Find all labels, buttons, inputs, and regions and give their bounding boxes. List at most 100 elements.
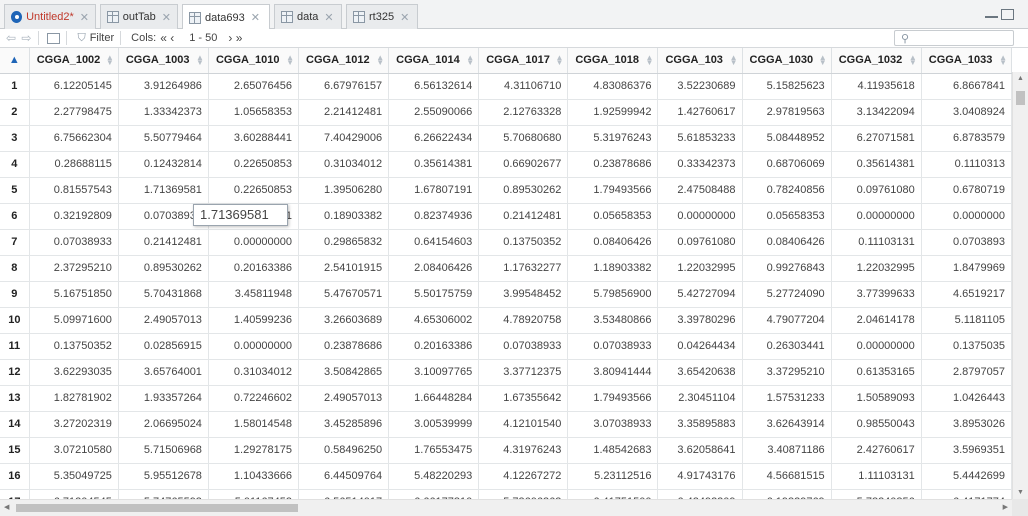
table-cell[interactable]: 0.98550043 (831, 411, 922, 438)
close-icon[interactable]: ✕ (161, 11, 171, 24)
table-cell[interactable]: 0.0000000 (921, 203, 1012, 230)
table-cell[interactable]: 0.07038933 (567, 333, 659, 360)
table-cell[interactable]: 0.04264434 (657, 333, 743, 360)
column-range[interactable]: 1 - 50 (182, 31, 225, 45)
table-cell[interactable]: 0.35614381 (831, 151, 922, 178)
table-cell[interactable]: 0.05658353 (567, 203, 659, 230)
table-cell[interactable]: 1.05658353 (208, 99, 300, 126)
tab-untitled2[interactable]: Untitled2* ✕ (4, 4, 96, 29)
table-cell[interactable]: 0.31034012 (208, 359, 300, 386)
table-cell[interactable]: 0.22650853 (208, 177, 300, 204)
table-cell[interactable]: 3.62058641 (657, 437, 743, 464)
table-cell[interactable]: 0.09761080 (831, 177, 922, 204)
table-cell[interactable]: 0.22650853 (208, 151, 300, 178)
table-cell[interactable]: 4.12267272 (478, 463, 569, 490)
table-cell[interactable]: 5.23112516 (567, 463, 659, 490)
column-header[interactable]: CGGA_1032 ▲ ▼ (831, 48, 922, 74)
table-cell[interactable]: 1.0426443 (921, 385, 1012, 412)
table-cell[interactable]: 3.91264986 (118, 73, 209, 100)
filter-icon[interactable]: ⛉ (77, 31, 86, 44)
table-cell[interactable]: 0.02856915 (118, 333, 209, 360)
table-cell[interactable]: 3.45285896 (298, 411, 390, 438)
table-cell[interactable]: 3.0408924 (921, 99, 1012, 126)
table-cell[interactable]: 3.07210580 (29, 437, 119, 464)
table-cell[interactable]: 0.81557543 (29, 177, 119, 204)
table-cell[interactable]: 5.70680680 (478, 125, 569, 152)
column-header[interactable]: CGGA_1014 ▲ ▼ (388, 48, 480, 74)
table-cell[interactable]: 2.54101915 (298, 255, 390, 282)
table-cell[interactable]: 1.40599236 (208, 307, 300, 334)
table-cell[interactable]: 0.89530262 (118, 255, 209, 282)
table-cell[interactable]: 3.50842865 (298, 359, 390, 386)
sort-icon[interactable]: ▲ ▼ (376, 53, 385, 67)
sort-icon[interactable]: ▲ ▼ (645, 53, 654, 67)
table-cell[interactable]: 0.64154603 (388, 229, 480, 256)
table-cell[interactable]: 4.83086376 (567, 73, 659, 100)
table-cell[interactable]: 0.78240856 (742, 177, 832, 204)
scroll-up-icon[interactable]: ▲ (1017, 75, 1024, 82)
table-cell[interactable]: 0.21412481 (478, 203, 569, 230)
table-cell[interactable]: 2.27798475 (29, 99, 119, 126)
table-cell[interactable]: 5.4442699 (921, 463, 1012, 490)
table-cell[interactable]: 0.29865832 (298, 229, 390, 256)
table-cell[interactable]: 5.79856900 (567, 281, 659, 308)
table-cell[interactable]: 1.67807191 (388, 177, 480, 204)
table-cell[interactable]: 0.07038933 (478, 333, 569, 360)
table-cell[interactable]: 5.74765593 (118, 489, 209, 499)
table-cell[interactable]: 4.79077204 (742, 307, 832, 334)
scroll-down-icon[interactable]: ▼ (1017, 489, 1024, 496)
table-cell[interactable]: 0.33342373 (657, 151, 743, 178)
column-header[interactable]: CGGA_1018 ▲ ▼ (567, 48, 659, 74)
table-cell[interactable]: 1.66448284 (388, 385, 480, 412)
table-cell[interactable]: 0.68706069 (742, 151, 832, 178)
table-cell[interactable]: 6.44509764 (298, 463, 390, 490)
sort-icon[interactable]: ▲ ▼ (729, 53, 738, 67)
sort-icon[interactable]: ▲ ▼ (105, 53, 114, 67)
table-cell[interactable]: 0.89530262 (478, 177, 569, 204)
table-cell[interactable]: 1.18903382 (567, 255, 659, 282)
table-cell[interactable]: 0.07038933 (29, 229, 119, 256)
column-header[interactable]: CGGA_1017 ▲ ▼ (478, 48, 569, 74)
table-cell[interactable]: 3.27202319 (29, 411, 119, 438)
table-cell[interactable]: 0.0703893 (921, 229, 1012, 256)
table-cell[interactable]: 6.8783579 (921, 125, 1012, 152)
table-cell[interactable]: 0.18903382 (298, 203, 390, 230)
table-cell[interactable]: 2.42760617 (831, 437, 922, 464)
table-cell[interactable]: 4.12101540 (478, 411, 569, 438)
table-cell[interactable]: 6.12205145 (29, 73, 119, 100)
table-cell[interactable]: 5.09971600 (29, 307, 119, 334)
table-cell[interactable]: 3.8953026 (921, 411, 1012, 438)
table-cell[interactable]: 3.53480866 (567, 307, 659, 334)
table-cell[interactable]: 6.66177810 (388, 489, 480, 499)
table-cell[interactable]: 5.50779464 (118, 125, 209, 152)
table-cell[interactable]: 4.91743176 (657, 463, 743, 490)
table-cell[interactable]: 3.37712375 (478, 359, 569, 386)
table-cell[interactable]: 5.70431868 (118, 281, 209, 308)
table-cell[interactable]: 1.50589093 (831, 385, 922, 412)
maximize-icon[interactable] (1001, 9, 1014, 20)
column-header[interactable]: CGGA_1030 ▲ ▼ (742, 48, 832, 74)
table-cell[interactable]: 3.40871186 (742, 437, 832, 464)
table-cell[interactable]: 1.11103131 (831, 463, 922, 490)
table-cell[interactable]: 4.6519217 (921, 281, 1012, 308)
table-cell[interactable]: 2.55090066 (388, 99, 480, 126)
table-cell[interactable]: 5.50175759 (388, 281, 480, 308)
table-cell[interactable]: 1.93357264 (118, 385, 209, 412)
close-icon[interactable]: ✕ (79, 11, 89, 24)
horizontal-scrollbar[interactable]: ◀ ▶ (0, 499, 1012, 516)
close-icon[interactable]: ✕ (400, 11, 410, 24)
table-cell[interactable]: 1.48542683 (567, 437, 659, 464)
table-cell[interactable]: 2.04614178 (831, 307, 922, 334)
table-cell[interactable]: 5.08448952 (742, 125, 832, 152)
table-cell[interactable]: 1.17632277 (478, 255, 569, 282)
table-cell[interactable]: 0.11103131 (831, 229, 922, 256)
table-cell[interactable]: 5.01167453 (208, 489, 300, 499)
table-cell[interactable]: 6.27071581 (831, 125, 922, 152)
table-cell[interactable]: 1.79493566 (567, 177, 659, 204)
table-cell[interactable]: 5.16751850 (29, 281, 119, 308)
table-cell[interactable]: 3.60288441 (208, 125, 300, 152)
table-cell[interactable]: 4.78920758 (478, 307, 569, 334)
column-header[interactable]: CGGA_1002 ▲ ▼ (29, 48, 119, 74)
table-cell[interactable]: 3.45811948 (208, 281, 300, 308)
column-header[interactable]: CGGA_1012 ▲ ▼ (298, 48, 390, 74)
